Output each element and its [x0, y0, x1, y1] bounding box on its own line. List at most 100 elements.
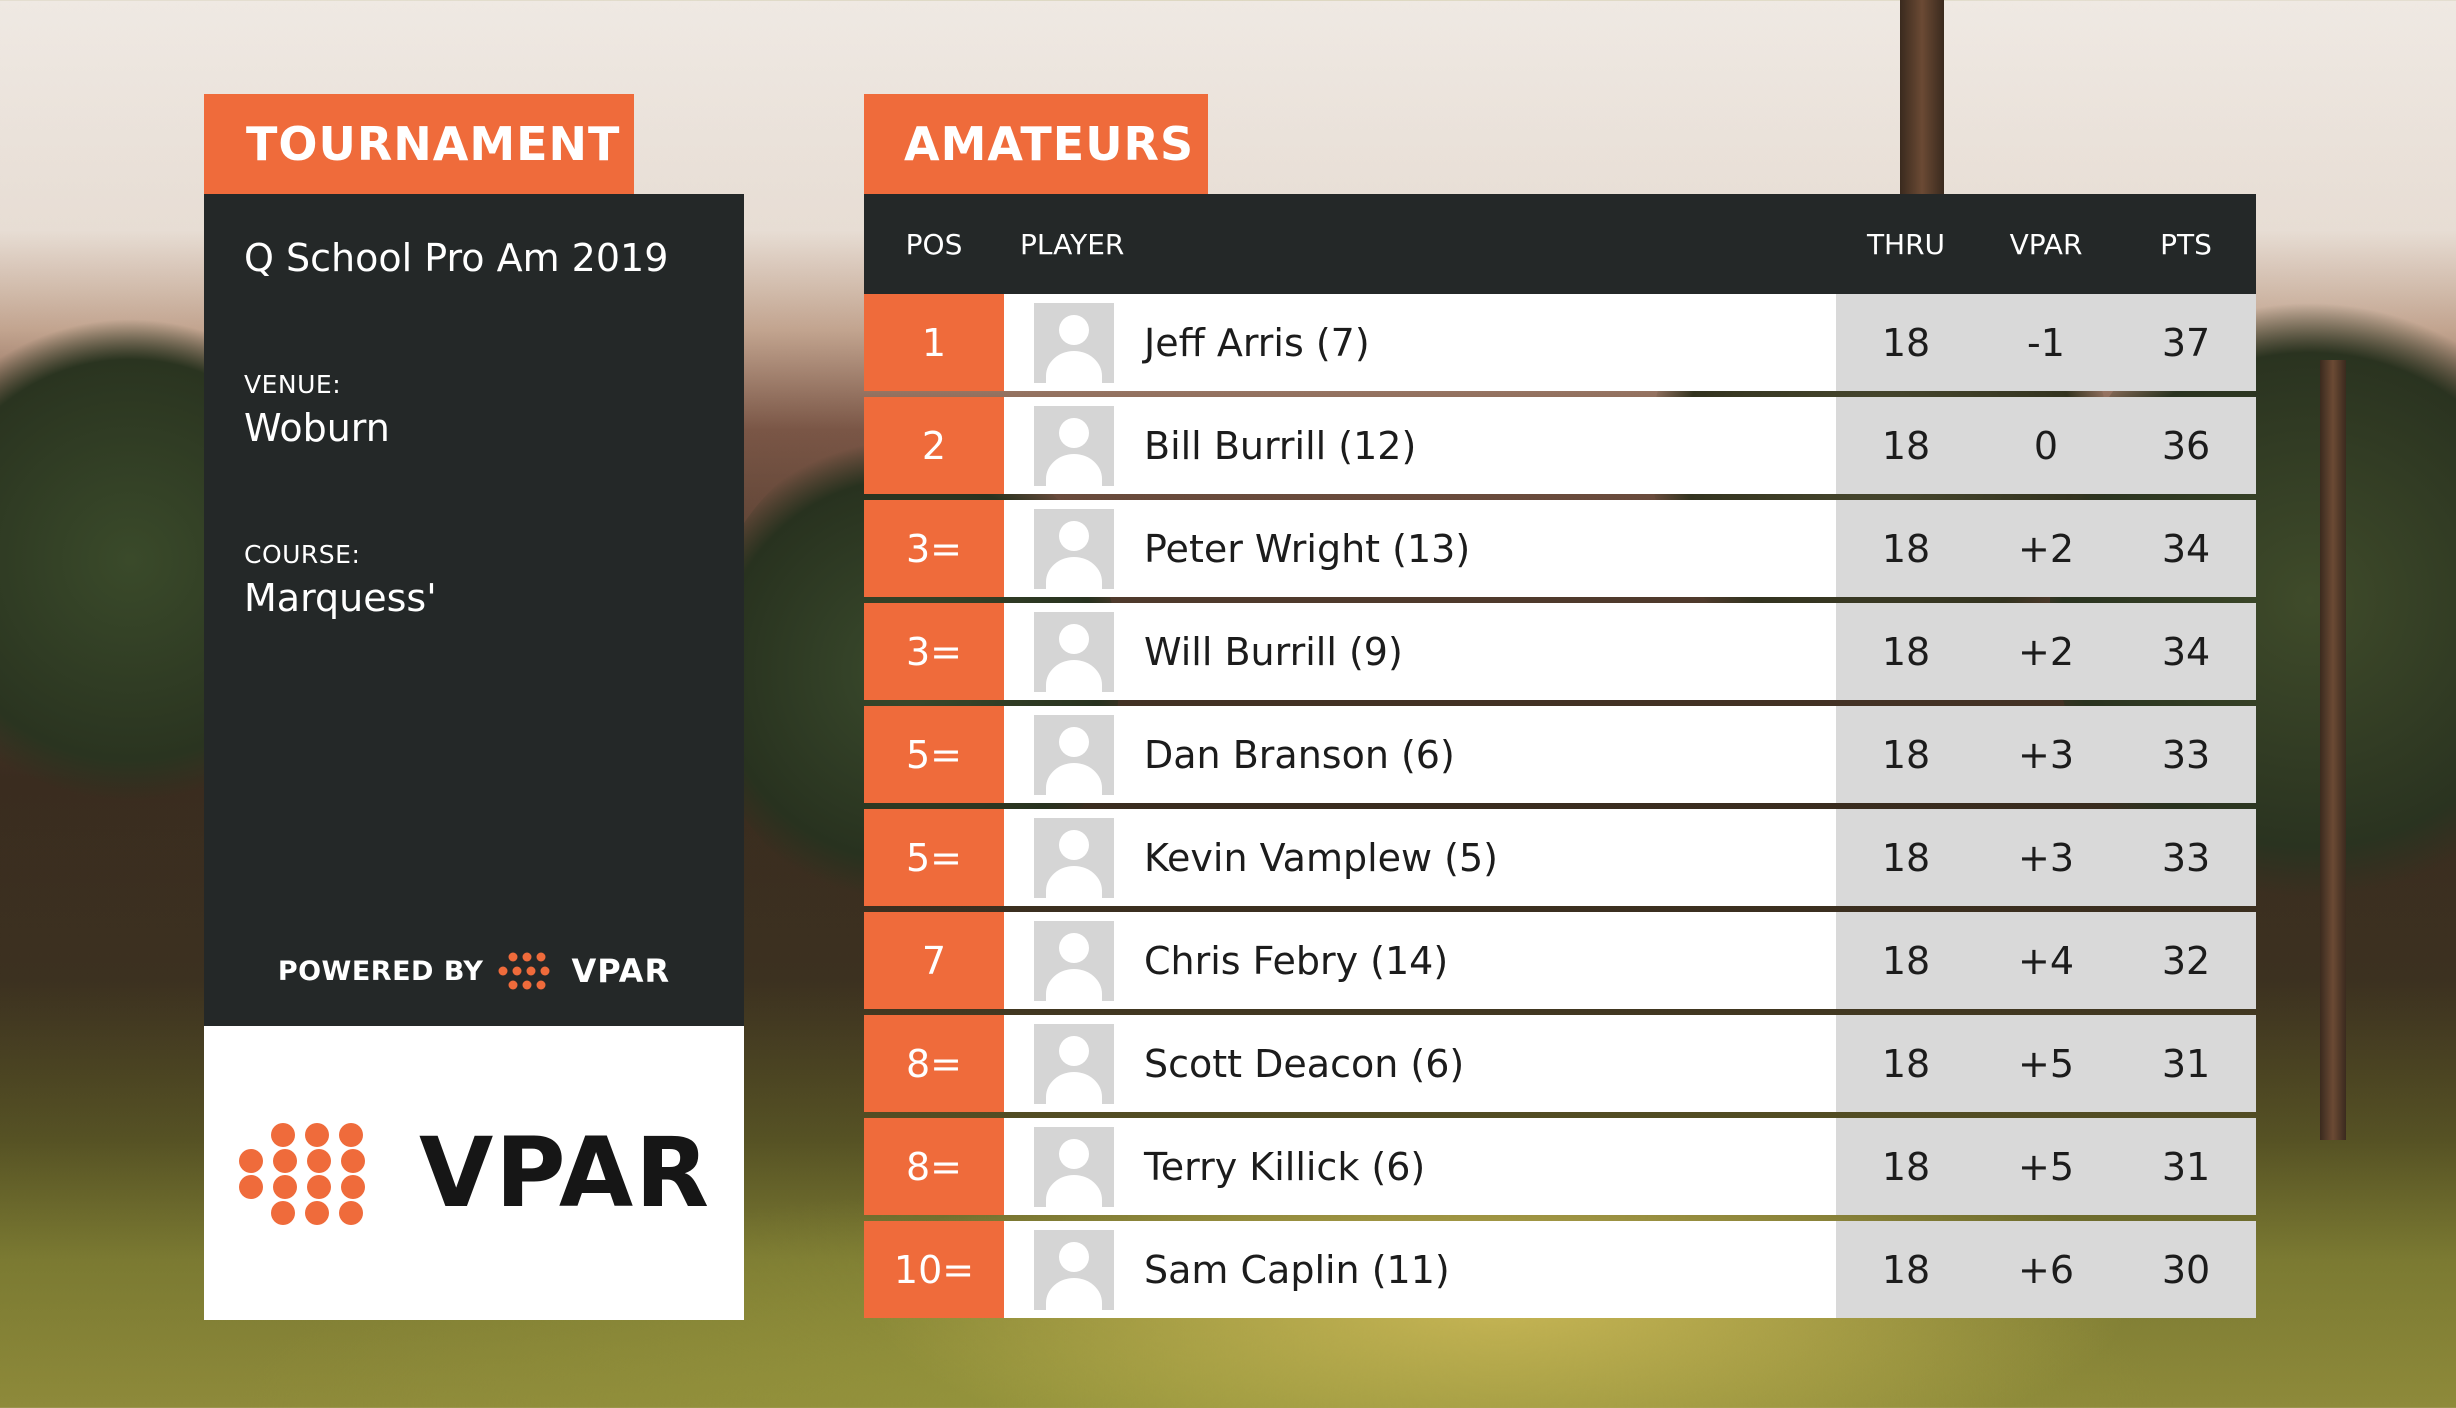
venue-label: VENUE: — [244, 370, 342, 399]
user-placeholder-icon — [1034, 1229, 1114, 1310]
player-name: Dan Branson (6) — [1144, 732, 1455, 777]
player-cell: Kevin Vamplew (5) — [1004, 809, 1836, 906]
user-placeholder-icon — [1034, 405, 1114, 486]
vpar-cell: +6 — [1976, 1221, 2116, 1318]
user-placeholder-icon — [1034, 817, 1114, 898]
amateurs-tab[interactable]: AMATEURS — [864, 94, 1208, 194]
thru-cell: 18 — [1836, 809, 1976, 906]
vpar-dots-icon — [498, 952, 550, 990]
vpar-cell: +4 — [1976, 912, 2116, 1009]
column-header-pos: POS — [905, 228, 963, 261]
player-name: Terry Killick (6) — [1144, 1144, 1426, 1189]
vpar-cell: +5 — [1976, 1118, 2116, 1215]
column-header-thru: THRU — [1866, 228, 1946, 261]
thru-cell: 18 — [1836, 294, 1976, 391]
leaderboard-rows: 1 Jeff Arris (7) 18 -1 37 2 Bill Burrill… — [864, 294, 2256, 1318]
table-row[interactable]: 8= Scott Deacon (6) 18 +5 31 — [864, 1015, 2256, 1112]
tournament-name: Q School Pro Am 2019 — [244, 236, 669, 280]
user-placeholder-icon — [1034, 302, 1114, 383]
player-cell: Jeff Arris (7) — [1004, 294, 1836, 391]
player-name: Peter Wright (13) — [1144, 526, 1471, 571]
position-cell: 10= — [864, 1221, 1004, 1318]
player-name: Scott Deacon (6) — [1144, 1041, 1465, 1086]
thru-cell: 18 — [1836, 706, 1976, 803]
table-row[interactable]: 3= Will Burrill (9) 18 +2 34 — [864, 603, 2256, 700]
position-cell: 3= — [864, 500, 1004, 597]
position-cell: 2 — [864, 397, 1004, 494]
player-name: Will Burrill (9) — [1144, 629, 1403, 674]
leaderboard: POS PLAYER THRU VPAR PTS 1 Jeff Arris (7… — [864, 194, 2256, 1318]
vpar-dots-logo-icon — [238, 1123, 365, 1225]
powered-by-brand: VPAR — [571, 952, 671, 990]
table-row[interactable]: 7 Chris Febry (14) 18 +4 32 — [864, 912, 2256, 1009]
user-placeholder-icon — [1034, 1023, 1114, 1104]
position-cell: 5= — [864, 809, 1004, 906]
thru-cell: 18 — [1836, 500, 1976, 597]
vpar-cell: +3 — [1976, 706, 2116, 803]
player-cell: Terry Killick (6) — [1004, 1118, 1836, 1215]
table-row[interactable]: 1 Jeff Arris (7) 18 -1 37 — [864, 294, 2256, 391]
player-cell: Dan Branson (6) — [1004, 706, 1836, 803]
column-header-pts: PTS — [2160, 228, 2212, 261]
player-name: Jeff Arris (7) — [1144, 320, 1370, 365]
pts-cell: 33 — [2116, 809, 2256, 906]
pts-cell: 33 — [2116, 706, 2256, 803]
thru-cell: 18 — [1836, 603, 1976, 700]
pts-cell: 31 — [2116, 1118, 2256, 1215]
user-placeholder-icon — [1034, 611, 1114, 692]
column-header-vpar: VPAR — [2009, 228, 2083, 261]
player-name: Sam Caplin (11) — [1144, 1247, 1450, 1292]
vpar-cell: +3 — [1976, 809, 2116, 906]
position-cell: 3= — [864, 603, 1004, 700]
player-cell: Sam Caplin (11) — [1004, 1221, 1836, 1318]
player-cell: Scott Deacon (6) — [1004, 1015, 1836, 1112]
position-cell: 5= — [864, 706, 1004, 803]
vpar-logo: VPAR — [204, 1026, 744, 1320]
user-placeholder-icon — [1034, 508, 1114, 589]
vpar-cell: +2 — [1976, 603, 2116, 700]
tournament-info-panel: Q School Pro Am 2019 VENUE: Woburn COURS… — [204, 194, 744, 1026]
vpar-cell: +2 — [1976, 500, 2116, 597]
leaderboard-header: POS PLAYER THRU VPAR PTS — [864, 194, 2256, 294]
powered-by-text: POWERED BY — [277, 955, 484, 987]
table-row[interactable]: 2 Bill Burrill (12) 18 0 36 — [864, 397, 2256, 494]
pts-cell: 37 — [2116, 294, 2256, 391]
position-cell: 7 — [864, 912, 1004, 1009]
table-row[interactable]: 8= Terry Killick (6) 18 +5 31 — [864, 1118, 2256, 1215]
vpar-cell: 0 — [1976, 397, 2116, 494]
pts-cell: 31 — [2116, 1015, 2256, 1112]
pts-cell: 34 — [2116, 603, 2256, 700]
venue-value: Woburn — [244, 406, 390, 450]
position-cell: 8= — [864, 1118, 1004, 1215]
vpar-cell: +5 — [1976, 1015, 2116, 1112]
pts-cell: 32 — [2116, 912, 2256, 1009]
thru-cell: 18 — [1836, 1015, 1976, 1112]
player-name: Kevin Vamplew (5) — [1144, 835, 1499, 880]
player-cell: Bill Burrill (12) — [1004, 397, 1836, 494]
player-name: Bill Burrill (12) — [1144, 423, 1417, 468]
background-trunk — [2320, 360, 2346, 1140]
table-row[interactable]: 5= Kevin Vamplew (5) 18 +3 33 — [864, 809, 2256, 906]
course-label: COURSE: — [244, 540, 361, 569]
table-row[interactable]: 5= Dan Branson (6) 18 +3 33 — [864, 706, 2256, 803]
pts-cell: 34 — [2116, 500, 2256, 597]
thru-cell: 18 — [1836, 912, 1976, 1009]
background-trunk — [1900, 0, 1944, 200]
table-row[interactable]: 3= Peter Wright (13) 18 +2 34 — [864, 500, 2256, 597]
player-cell: Peter Wright (13) — [1004, 500, 1836, 597]
vpar-cell: -1 — [1976, 294, 2116, 391]
player-cell: Will Burrill (9) — [1004, 603, 1836, 700]
column-header-player: PLAYER — [1020, 228, 1125, 261]
position-cell: 8= — [864, 1015, 1004, 1112]
user-placeholder-icon — [1034, 920, 1114, 1001]
powered-by: POWERED BY VPAR — [204, 951, 744, 991]
table-row[interactable]: 10= Sam Caplin (11) 18 +6 30 — [864, 1221, 2256, 1318]
user-placeholder-icon — [1034, 714, 1114, 795]
pts-cell: 36 — [2116, 397, 2256, 494]
thru-cell: 18 — [1836, 397, 1976, 494]
thru-cell: 18 — [1836, 1221, 1976, 1318]
vpar-logo-text: VPAR — [418, 1117, 712, 1229]
course-value: Marquess' — [244, 576, 437, 620]
player-name: Chris Febry (14) — [1144, 938, 1449, 983]
position-cell: 1 — [864, 294, 1004, 391]
